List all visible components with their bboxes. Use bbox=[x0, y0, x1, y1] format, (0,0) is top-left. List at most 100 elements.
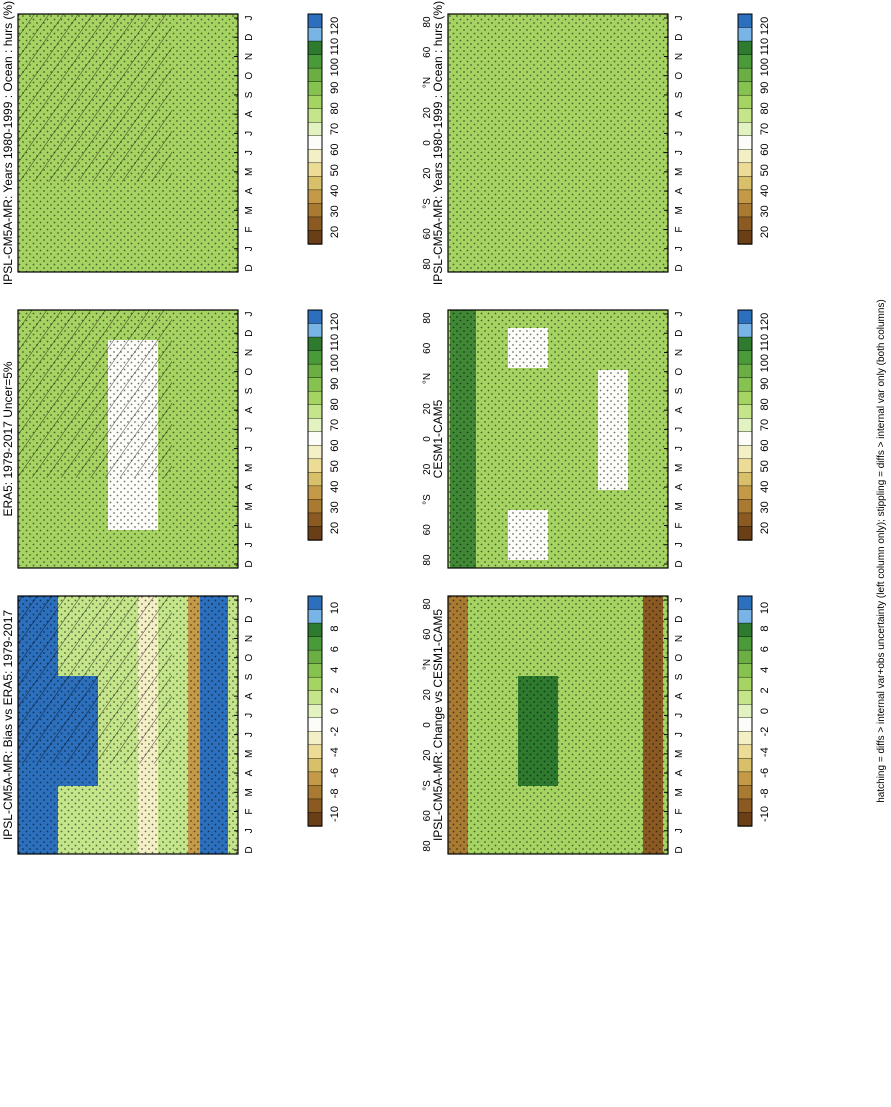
plot-frame bbox=[447, 309, 669, 569]
x-tick-label: A bbox=[244, 406, 255, 413]
y-tick-label: °N bbox=[0, 373, 3, 384]
y-tick-label: 80 bbox=[0, 16, 3, 28]
colorbar: 10 8 6 4 2 0 -2 -4 -6 -8 -10 bbox=[307, 595, 341, 827]
colorbar-swatch bbox=[737, 230, 753, 245]
y-tick-label: °S bbox=[0, 494, 3, 505]
y-tick-label: 80 bbox=[0, 598, 3, 610]
colorbar-frame bbox=[737, 595, 753, 827]
y-tick-label: 20 bbox=[0, 403, 3, 415]
y-tick-label: 20 bbox=[422, 689, 433, 701]
colorbar-tick-label: 60 bbox=[329, 143, 341, 155]
x-tick-label: D bbox=[244, 330, 255, 337]
x-tick-label: J bbox=[674, 446, 685, 451]
panel-title: ERA5: 1979-2017 Uncer=5% bbox=[1, 361, 15, 516]
x-tick-label: J bbox=[244, 446, 255, 451]
x-tick-label: J bbox=[674, 246, 685, 251]
colorbar-tick-label: 80 bbox=[759, 398, 771, 410]
x-tick-label: A bbox=[674, 110, 685, 117]
colorbar-swatch bbox=[737, 336, 753, 352]
colorbar-tick-label: 20 bbox=[759, 226, 771, 238]
colorbar-swatch bbox=[307, 690, 323, 705]
x-tick-label: F bbox=[244, 226, 255, 232]
colorbar-tick-label: -2 bbox=[759, 727, 771, 737]
colorbar-tick-label: 70 bbox=[329, 123, 341, 135]
colorbar-swatch bbox=[737, 404, 753, 419]
x-tick-label: O bbox=[674, 368, 685, 376]
x-tick-label: J bbox=[674, 713, 685, 718]
colorbar-swatch bbox=[737, 94, 753, 110]
colorbar-swatch bbox=[307, 189, 323, 205]
y-tick-label: °N bbox=[422, 77, 433, 88]
x-tick-label: S bbox=[674, 673, 685, 680]
x-tick-label: D bbox=[674, 846, 685, 853]
colorbar: 120 110 100 90 80 70 60 50 40 30 20 bbox=[737, 309, 771, 541]
colorbar: 120 110 100 90 80 70 60 50 40 30 20 bbox=[737, 13, 771, 245]
colorbar-tick-label: -4 bbox=[329, 747, 341, 757]
y-tick-label: °S bbox=[0, 198, 3, 209]
colorbar-swatch bbox=[307, 663, 323, 678]
colorbar-swatch bbox=[737, 135, 753, 150]
colorbar-swatch bbox=[307, 336, 323, 352]
colorbar-frame bbox=[737, 13, 753, 245]
x-tick-label: O bbox=[244, 72, 255, 80]
colorbar-frame bbox=[307, 595, 323, 827]
x-tick-label: J bbox=[244, 16, 255, 21]
x-tick-label: S bbox=[244, 91, 255, 98]
colorbar-tick-label: 10 bbox=[759, 602, 771, 614]
colorbar-tick-label: 20 bbox=[759, 522, 771, 534]
panel-title: IPSL-CM5A-MR: Years 1980-1999 : Ocean : … bbox=[1, 1, 15, 285]
colorbar-swatch bbox=[737, 512, 753, 528]
panel-4: IPSL-CM5A-MR: Bias vs ERA5: 1979-2017 D J F… bbox=[0, 595, 341, 855]
colorbar-swatch bbox=[307, 512, 323, 528]
stippling-overlay bbox=[448, 596, 668, 854]
colorbar-swatch bbox=[307, 445, 323, 460]
colorbar-swatch bbox=[737, 458, 753, 474]
colorbar-tick-label: 70 bbox=[759, 419, 771, 431]
plot-frame bbox=[17, 595, 239, 855]
x-tick-label: J bbox=[674, 828, 685, 833]
y-tick-label: °N bbox=[422, 659, 433, 670]
colorbar: 120 110 100 90 80 70 60 50 40 30 20 bbox=[307, 13, 341, 245]
x-tick-label: J bbox=[674, 150, 685, 155]
colorbar-swatch bbox=[307, 230, 323, 245]
y-tick-label: 60 bbox=[422, 46, 433, 58]
x-tick-label: D bbox=[674, 264, 685, 271]
colorbar-swatch bbox=[307, 54, 323, 69]
colorbar-tick-label: 80 bbox=[329, 102, 341, 114]
colorbar-swatch bbox=[737, 323, 753, 338]
y-tick-label: 80 bbox=[422, 598, 433, 610]
x-tick-label: J bbox=[674, 598, 685, 603]
colorbar-tick-label: 70 bbox=[329, 419, 341, 431]
colorbar-swatch bbox=[737, 744, 753, 760]
colorbar-tick-label: 30 bbox=[759, 205, 771, 217]
colorbar-tick-label: 100 bbox=[759, 354, 771, 372]
colorbar-tick-label: -4 bbox=[759, 747, 771, 757]
colorbar-swatch bbox=[307, 162, 323, 178]
colorbar-swatch bbox=[307, 108, 323, 123]
y-tick-label: 20 bbox=[422, 167, 433, 179]
x-tick-label: D bbox=[244, 34, 255, 41]
colorbar-swatch bbox=[307, 67, 323, 83]
colorbar-swatch bbox=[307, 309, 323, 325]
colorbar-tick-label: 70 bbox=[759, 123, 771, 135]
x-tick-label: M bbox=[674, 206, 685, 214]
x-tick-label: D bbox=[674, 34, 685, 41]
x-tick-label: J bbox=[244, 542, 255, 547]
y-tick-label: 20 bbox=[0, 167, 3, 179]
colorbar-tick-label: 40 bbox=[329, 185, 341, 197]
x-tick-label: N bbox=[674, 53, 685, 60]
colorbar-tick-label: 60 bbox=[329, 439, 341, 451]
colorbar-tick-label: 40 bbox=[329, 481, 341, 493]
x-tick-label: D bbox=[244, 616, 255, 623]
colorbar-swatch bbox=[307, 771, 323, 787]
y-tick-label: 20 bbox=[0, 689, 3, 701]
y-tick-label: 80 bbox=[422, 16, 433, 28]
x-tick-label: N bbox=[244, 635, 255, 642]
y-tick-label: 20 bbox=[422, 463, 433, 475]
colorbar-tick-label: 120 bbox=[759, 17, 771, 35]
y-tick-label: 0 bbox=[422, 140, 433, 146]
colorbar-swatch bbox=[737, 108, 753, 123]
colorbar-swatch bbox=[307, 526, 323, 541]
colorbar-swatch bbox=[737, 622, 753, 638]
x-tick-label: D bbox=[244, 264, 255, 271]
